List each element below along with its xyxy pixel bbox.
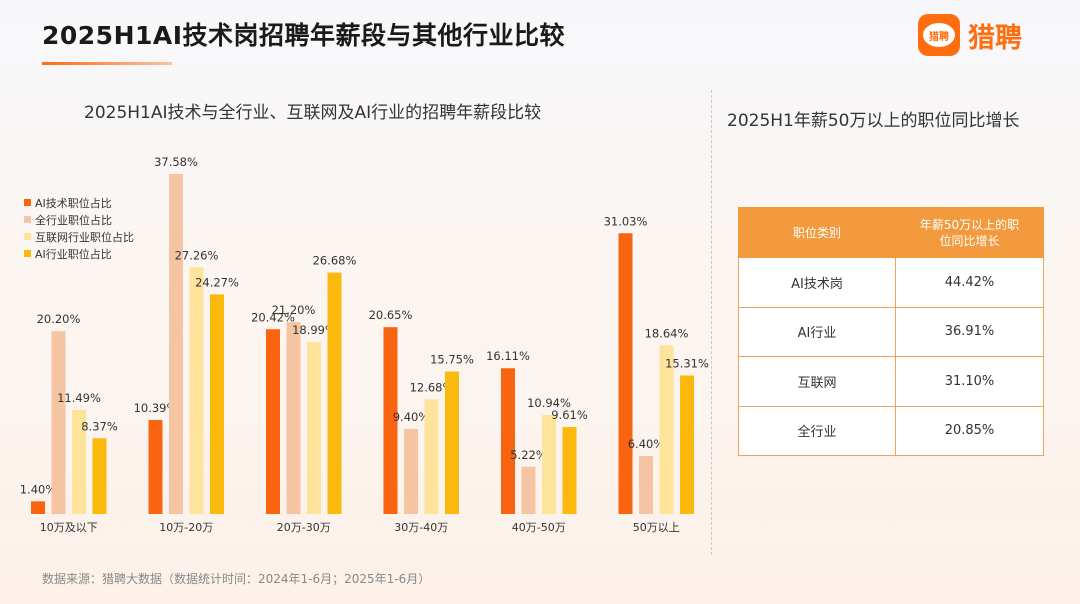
category-label: 40万-50万 xyxy=(512,521,566,534)
legend-label: AI技术职位占比 xyxy=(35,196,112,210)
bar xyxy=(445,371,459,514)
data-label: 20.42% xyxy=(251,310,295,324)
data-label: 12.68% xyxy=(410,380,454,394)
legend-swatch xyxy=(24,199,31,206)
data-label: 18.99% xyxy=(292,323,336,337)
growth-table: 职位类别 年薪50万以上的职位同比增长 AI技术岗 44.42% AI行业 36.9… xyxy=(738,207,1044,456)
category-label: 50万以上 xyxy=(633,521,680,534)
cell-growth: 20.85% xyxy=(895,405,1044,456)
cell-growth: 31.10% xyxy=(895,356,1044,407)
legend-swatch xyxy=(24,216,31,223)
cell-growth: 44.42% xyxy=(895,257,1044,308)
category-label: 20万-30万 xyxy=(277,521,331,534)
data-label: 20.65% xyxy=(369,308,413,322)
logo-bubble: 猎聘 xyxy=(923,23,955,47)
table-row: 互联网 31.10% xyxy=(738,356,1044,407)
cell-category: 全行业 xyxy=(738,405,896,456)
bar xyxy=(659,345,674,514)
divider xyxy=(711,90,712,555)
category-label: 10万-20万 xyxy=(159,521,213,534)
legend-item: 全行业职位占比 xyxy=(24,211,134,228)
bar xyxy=(307,342,321,514)
data-label: 31.03% xyxy=(604,214,648,228)
table-row: 全行业 20.85% xyxy=(738,405,1044,456)
chart-title: 2025H1AI技术与全行业、互联网及AI行业的招聘年薪段比较 xyxy=(84,103,542,123)
data-label: 10.94% xyxy=(527,396,571,410)
bar xyxy=(189,267,204,514)
bar xyxy=(72,410,86,514)
logo-icon: 猎聘 xyxy=(918,14,960,56)
category-label: 30万-40万 xyxy=(394,521,448,534)
bar xyxy=(501,368,515,514)
header-growth: 年薪50万以上的职位同比增长 xyxy=(895,207,1044,258)
bar xyxy=(639,456,653,514)
legend-swatch xyxy=(24,250,31,257)
bar xyxy=(286,322,301,514)
bar xyxy=(521,466,536,514)
bar xyxy=(266,329,280,514)
bar xyxy=(31,501,45,514)
data-label: 27.26% xyxy=(175,248,219,262)
header-category: 职位类别 xyxy=(738,207,896,258)
bar xyxy=(562,427,577,514)
data-label: 16.11% xyxy=(486,349,530,363)
bar xyxy=(618,233,633,514)
data-label: 15.31% xyxy=(665,356,709,370)
logo-text: 猎聘 xyxy=(968,22,1022,54)
legend-item: AI技术职位占比 xyxy=(24,194,134,211)
table-title: 2025H1年薪50万以上的职位同比增长 xyxy=(727,111,1020,131)
bar xyxy=(51,331,66,514)
data-label: 9.61% xyxy=(551,408,588,422)
data-label: 15.75% xyxy=(430,353,474,367)
page-title: 2025H1AI技术岗招聘年薪段与其他行业比较 xyxy=(42,21,566,50)
data-label: 20.20% xyxy=(37,312,81,326)
title-underline xyxy=(42,62,172,65)
bar xyxy=(680,375,694,514)
legend-label: AI行业职位占比 xyxy=(35,247,112,261)
bar xyxy=(327,272,342,514)
bar-chart: 1.40% 20.20% 11.49% 8.37% 10万及以下 10.39% 37.58%… xyxy=(20,155,709,534)
legend-item: AI行业职位占比 xyxy=(24,245,134,262)
category-label: 10万及以下 xyxy=(40,521,98,534)
table-row: AI技术岗 44.42% xyxy=(738,257,1044,308)
bar xyxy=(404,428,418,514)
data-label: 21.20% xyxy=(272,303,316,317)
data-label: 6.40% xyxy=(628,437,665,451)
data-label: 1.40% xyxy=(20,482,57,496)
table-row: AI行业 36.91% xyxy=(738,306,1044,357)
legend-label: 互联网行业职位占比 xyxy=(35,230,134,244)
chart-legend: AI技术职位占比 全行业职位占比 互联网行业职位占比 AI行业职位占比 xyxy=(24,194,134,262)
cell-growth: 36.91% xyxy=(895,306,1044,357)
data-label: 9.40% xyxy=(393,410,430,424)
cell-category: AI技术岗 xyxy=(738,257,896,308)
bar xyxy=(148,419,163,514)
data-label: 11.49% xyxy=(57,391,101,405)
data-label: 24.27% xyxy=(195,275,239,289)
data-label: 37.58% xyxy=(154,155,198,169)
data-label: 26.68% xyxy=(313,254,357,268)
data-label: 8.37% xyxy=(81,419,118,433)
cell-category: AI行业 xyxy=(738,306,896,357)
bar xyxy=(92,438,107,514)
bar xyxy=(210,294,224,514)
data-label: 10.39% xyxy=(134,401,178,415)
legend-label: 全行业职位占比 xyxy=(35,213,112,227)
data-source-footer: 数据来源：猎聘大数据（数据统计时间：2024年1-6月；2025年1-6月） xyxy=(42,572,431,586)
legend-item: 互联网行业职位占比 xyxy=(24,228,134,245)
legend-swatch xyxy=(24,233,31,240)
bar xyxy=(542,415,556,514)
bar xyxy=(169,174,183,514)
cell-category: 互联网 xyxy=(738,356,896,407)
bar xyxy=(383,327,398,514)
liepin-logo: 猎聘 猎聘 xyxy=(918,14,1022,56)
data-label: 5.22% xyxy=(510,448,547,462)
bar xyxy=(424,399,439,514)
data-label: 18.64% xyxy=(645,326,689,340)
